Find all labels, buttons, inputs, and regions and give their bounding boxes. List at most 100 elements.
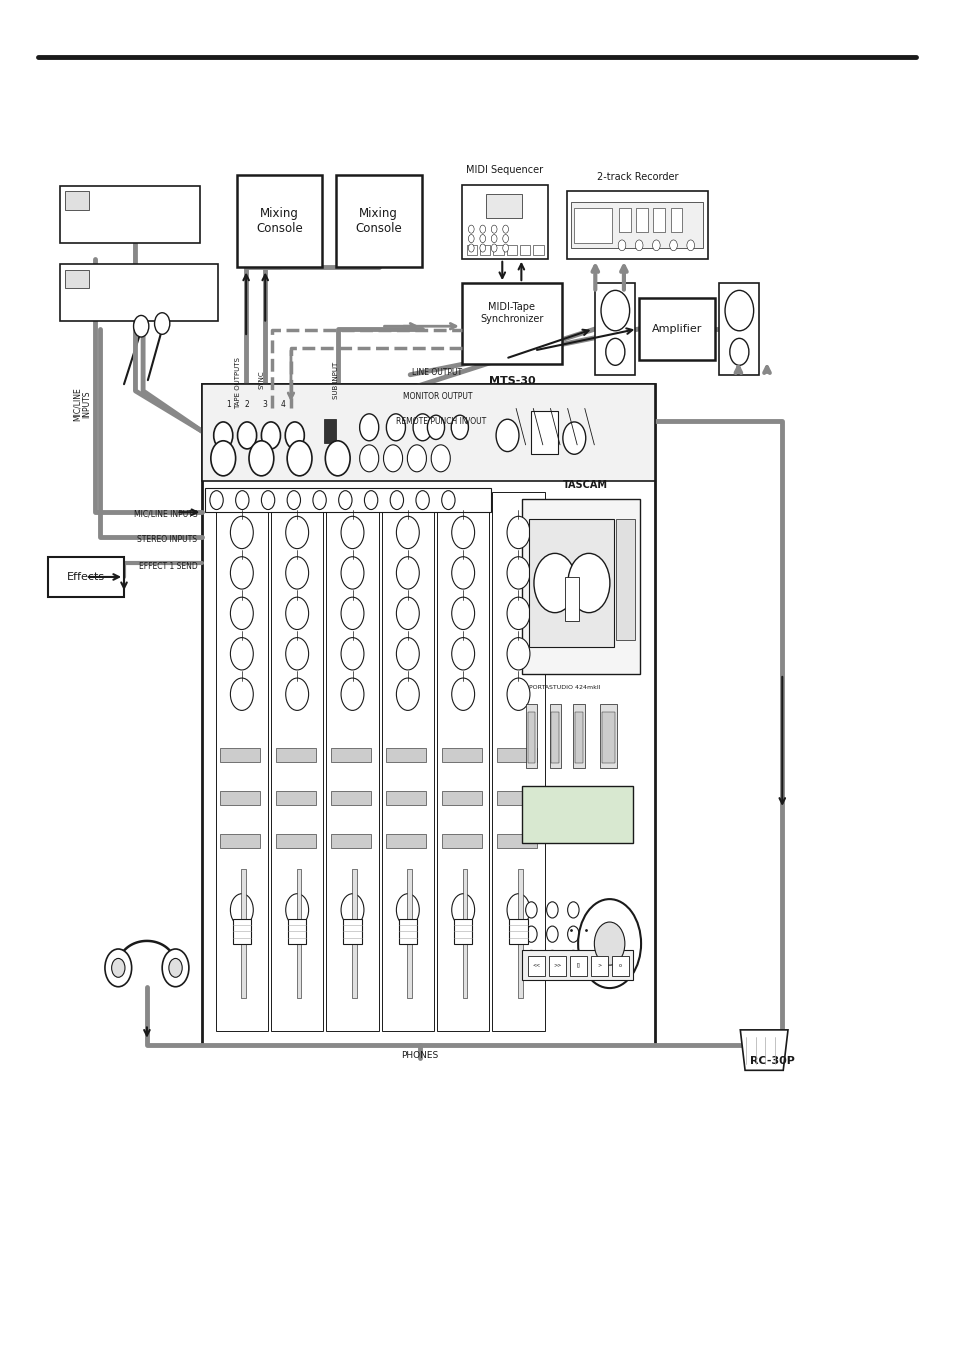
Bar [454, 919, 472, 944]
Circle shape [502, 225, 508, 233]
Text: 2: 2 [245, 400, 249, 408]
Circle shape [534, 553, 576, 612]
Circle shape [211, 441, 235, 476]
Bar [566, 191, 707, 259]
Circle shape [237, 422, 256, 449]
Text: Amplifier: Amplifier [652, 324, 701, 334]
Text: Mixing
Console: Mixing Console [255, 208, 303, 235]
Circle shape [496, 419, 518, 452]
Circle shape [230, 516, 253, 549]
Circle shape [468, 235, 474, 243]
Circle shape [686, 240, 694, 251]
Bar [343, 919, 361, 944]
Bar [618, 208, 630, 232]
Circle shape [396, 638, 419, 670]
Circle shape [154, 313, 170, 334]
Bar [324, 419, 335, 443]
Circle shape [383, 445, 402, 472]
Bar [509, 919, 527, 944]
Bar [48, 557, 124, 597]
Bar [275, 834, 315, 848]
Circle shape [396, 597, 419, 630]
Circle shape [416, 491, 429, 510]
Circle shape [507, 597, 530, 630]
Circle shape [468, 225, 474, 233]
Bar [275, 791, 315, 805]
Bar [205, 488, 491, 512]
Circle shape [507, 894, 530, 926]
Bar [331, 834, 371, 848]
Bar [220, 748, 260, 762]
Bar [441, 791, 481, 805]
Circle shape [287, 441, 312, 476]
Polygon shape [740, 1030, 787, 1070]
Bar [275, 748, 315, 762]
Circle shape [479, 235, 485, 243]
Bar [670, 208, 681, 232]
Circle shape [169, 958, 182, 977]
Bar [65, 270, 89, 288]
Bar [386, 748, 426, 762]
Circle shape [230, 894, 253, 926]
Circle shape [567, 926, 578, 942]
Text: TASCAM: TASCAM [562, 480, 608, 491]
Circle shape [386, 414, 405, 441]
Circle shape [338, 491, 352, 510]
Bar [533, 245, 543, 255]
Circle shape [313, 491, 326, 510]
Text: MIDI Sequencer: MIDI Sequencer [466, 164, 542, 175]
Circle shape [407, 445, 426, 472]
Bar [479, 245, 490, 255]
Circle shape [286, 894, 309, 926]
Bar [590, 956, 607, 976]
Bar [441, 834, 481, 848]
Circle shape [230, 557, 253, 589]
Bar [549, 704, 560, 768]
Text: MIC/LINE
INPUTS: MIC/LINE INPUTS [72, 387, 91, 422]
Text: 1: 1 [227, 400, 231, 408]
Circle shape [396, 516, 419, 549]
Circle shape [286, 557, 309, 589]
Circle shape [162, 949, 189, 987]
Bar [220, 791, 260, 805]
Bar [573, 704, 584, 768]
Text: >: > [597, 962, 600, 968]
Bar [574, 208, 612, 243]
Bar [551, 712, 558, 763]
Circle shape [452, 597, 475, 630]
Circle shape [491, 225, 497, 233]
Circle shape [652, 240, 659, 251]
Circle shape [230, 678, 253, 710]
Text: SUB INPUT: SUB INPUT [333, 361, 338, 399]
Circle shape [507, 678, 530, 710]
Circle shape [491, 235, 497, 243]
Bar [529, 519, 614, 647]
Circle shape [479, 225, 485, 233]
Bar [220, 834, 260, 848]
Circle shape [341, 516, 364, 549]
Circle shape [133, 315, 149, 337]
Circle shape [578, 899, 640, 988]
Bar [636, 208, 647, 232]
Circle shape [525, 926, 537, 942]
Bar [462, 869, 467, 998]
Circle shape [452, 516, 475, 549]
Bar [616, 519, 635, 640]
Circle shape [635, 240, 642, 251]
Circle shape [567, 902, 578, 918]
Circle shape [452, 557, 475, 589]
Bar [492, 492, 544, 1031]
Bar [564, 577, 578, 621]
Text: 3: 3 [262, 400, 268, 408]
Circle shape [261, 491, 274, 510]
Circle shape [502, 235, 508, 243]
Bar [517, 869, 522, 998]
Bar [719, 283, 759, 375]
Text: RC-30P: RC-30P [749, 1055, 795, 1066]
Circle shape [341, 557, 364, 589]
Circle shape [341, 638, 364, 670]
Bar [639, 298, 715, 360]
Text: Effects: Effects [67, 572, 105, 582]
Circle shape [285, 422, 304, 449]
Circle shape [287, 491, 300, 510]
